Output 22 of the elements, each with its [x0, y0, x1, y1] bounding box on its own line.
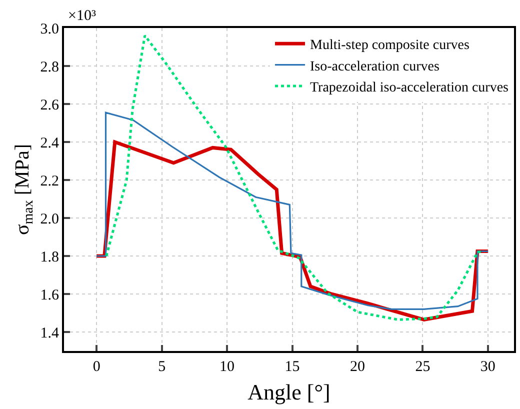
- x-tick-label: 30: [480, 359, 496, 375]
- y-tick-label: 2.2: [40, 173, 59, 190]
- line-series: [96, 112, 489, 310]
- y-tick-label: 2.8: [40, 59, 59, 76]
- legend-label: Trapezoidal iso-acceleration curves: [310, 80, 509, 96]
- x-tick-label: 10: [220, 359, 235, 375]
- x-tick-label: 0: [92, 359, 100, 375]
- y-tick-label: 1.6: [40, 287, 60, 304]
- y-tick-label: 1.8: [40, 249, 59, 266]
- y-tick-label: 2.0: [40, 211, 59, 228]
- x-tick-label: 25: [415, 359, 430, 375]
- x-tick-label: 20: [350, 359, 365, 375]
- text: ×10³: [68, 8, 96, 24]
- x-tick-label: 15: [284, 359, 300, 375]
- legend-label: Iso-acceleration curves: [310, 59, 440, 74]
- y-tick-label: 3.0: [40, 21, 59, 38]
- y-tick-label: 1.4: [40, 325, 60, 342]
- x-axis-title: Angle [°]: [248, 379, 330, 404]
- x-tick-label: 5: [158, 359, 166, 375]
- y-tick-label: 2.4: [40, 135, 60, 152]
- legend-label: Multi-step composite curves: [310, 38, 470, 54]
- y-tick-label: 2.6: [40, 97, 60, 114]
